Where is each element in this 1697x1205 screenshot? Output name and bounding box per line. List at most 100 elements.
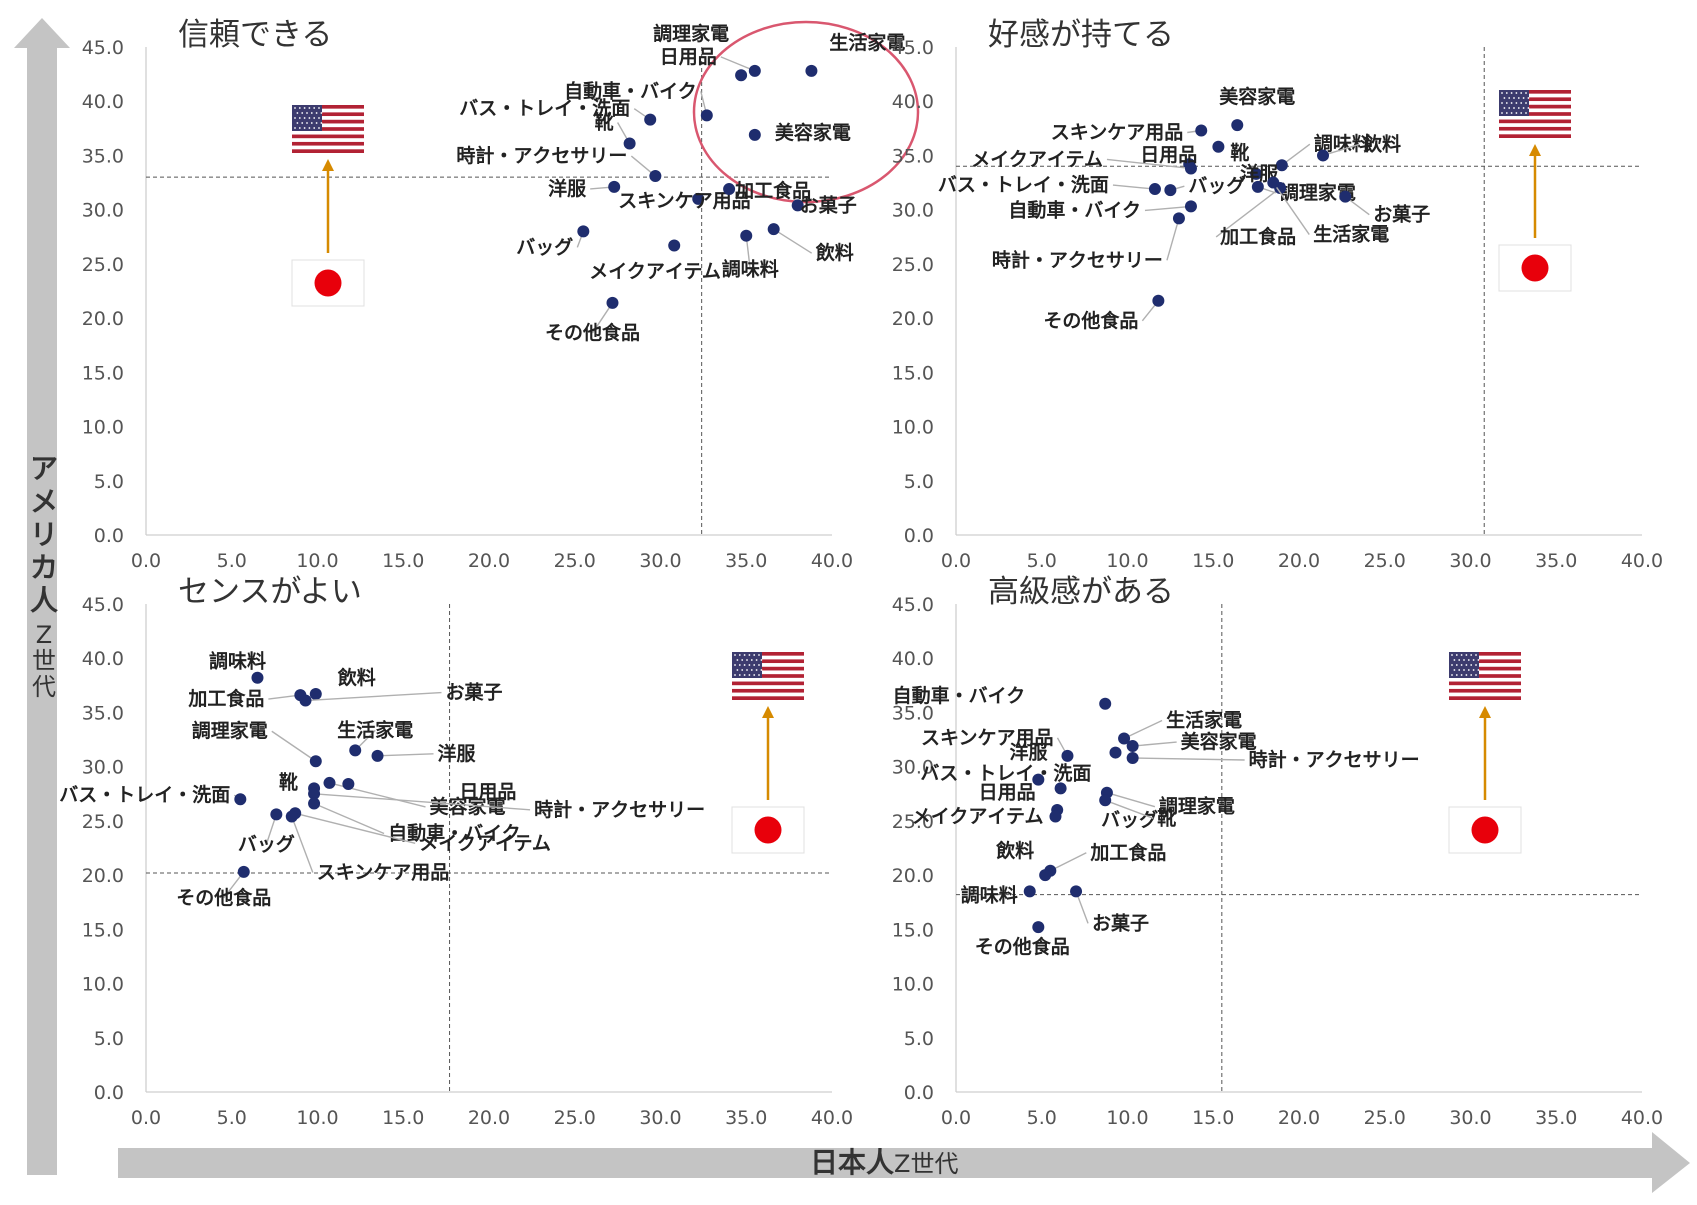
data-point xyxy=(1032,921,1045,934)
data-point xyxy=(1099,697,1112,710)
data-point xyxy=(1152,294,1165,307)
leader-line xyxy=(591,302,614,334)
point-label: お菓子 xyxy=(800,193,857,216)
y-tick-label: 10.0 xyxy=(82,417,124,439)
y-tick-label: 20.0 xyxy=(82,865,124,887)
arrow-up-icon xyxy=(1529,144,1541,238)
y-tick-label: 0.0 xyxy=(94,1082,124,1104)
data-point xyxy=(1231,119,1244,132)
x-tick-label: 40.0 xyxy=(811,550,853,572)
point-label: お菓子 xyxy=(1373,203,1430,226)
x-tick-label: 40.0 xyxy=(1621,550,1663,572)
data-point xyxy=(1317,149,1330,162)
leader-line xyxy=(314,793,531,811)
arrow-up-icon xyxy=(322,159,334,253)
leader-line xyxy=(313,802,385,835)
point-label: 靴 xyxy=(1157,806,1176,829)
point-label: 時計・アクセサリー xyxy=(1249,748,1420,771)
point-label: 美容家電 xyxy=(1181,730,1257,753)
point-label: 靴 xyxy=(279,770,298,793)
y-tick-label: 0.0 xyxy=(904,1082,934,1104)
y-tick-label: 15.0 xyxy=(892,919,934,941)
y-tick-label: 30.0 xyxy=(892,200,934,222)
x-tick-label: 15.0 xyxy=(1192,1107,1234,1129)
x-tick-label: 35.0 xyxy=(1535,550,1577,572)
x-tick-label: 5.0 xyxy=(217,1107,247,1129)
x-tick-label: 0.0 xyxy=(941,550,971,572)
y-tick-label: 25.0 xyxy=(892,811,934,833)
point-label: 日用品 xyxy=(1140,144,1197,166)
point-label: バス・トレイ・洗面 xyxy=(938,173,1109,196)
x-tick-label: 0.0 xyxy=(131,550,161,572)
data-point xyxy=(1126,751,1139,764)
y-tick-label: 20.0 xyxy=(82,308,124,330)
y-axis-title-char: Z xyxy=(36,621,52,649)
y-tick-label: 20.0 xyxy=(892,865,934,887)
leader-line xyxy=(1272,182,1310,235)
panel-title: 好感が持てる xyxy=(988,17,1174,53)
y-tick-label: 35.0 xyxy=(892,702,934,724)
point-label: 美容家電 xyxy=(1219,85,1295,108)
leader-line xyxy=(720,56,756,72)
y-axis-title-char: リ xyxy=(30,518,58,551)
data-point xyxy=(1054,782,1067,795)
y-tick-label: 0.0 xyxy=(94,525,124,547)
x-tick-label: 10.0 xyxy=(1106,1107,1148,1129)
y-tick-label: 30.0 xyxy=(82,200,124,222)
point-label: 生活家電 xyxy=(829,31,905,54)
y-tick-label: 35.0 xyxy=(82,702,124,724)
y-tick-label: 45.0 xyxy=(82,594,124,616)
data-point xyxy=(577,225,590,238)
point-label: 飲料 xyxy=(337,666,376,689)
point-label: バッグ xyxy=(1101,808,1158,831)
y-tick-label: 25.0 xyxy=(892,254,934,276)
leader-line xyxy=(377,753,434,757)
x-tick-label: 0.0 xyxy=(941,1107,971,1129)
data-point xyxy=(740,229,753,242)
leader-line xyxy=(295,812,416,844)
y-tick-label: 20.0 xyxy=(892,308,934,330)
us-flag-icon xyxy=(1499,90,1571,138)
point-label: 日用品 xyxy=(979,781,1036,803)
y-tick-label: 45.0 xyxy=(82,37,124,59)
x-tick-label: 35.0 xyxy=(1535,1107,1577,1129)
data-point xyxy=(668,239,681,252)
y-tick-label: 0.0 xyxy=(904,525,934,547)
point-label: 靴 xyxy=(595,111,614,134)
data-point xyxy=(1250,167,1263,180)
point-label: 調味料 xyxy=(1314,132,1371,155)
leader-line xyxy=(1322,143,1360,157)
point-label: 飲料 xyxy=(995,839,1034,862)
point-label: 自動車・バイク xyxy=(893,684,1026,707)
x-tick-label: 30.0 xyxy=(1449,550,1491,572)
point-label: その他食品 xyxy=(176,886,271,909)
y-tick-label: 40.0 xyxy=(82,91,124,113)
y-tick-label: 30.0 xyxy=(892,757,934,779)
point-label: 自動車・バイク xyxy=(388,822,521,845)
data-point xyxy=(649,170,662,183)
data-point xyxy=(791,199,804,212)
leader-line xyxy=(1144,205,1192,212)
leader-line xyxy=(1215,187,1281,238)
x-tick-label: 25.0 xyxy=(554,550,596,572)
leader-line xyxy=(291,816,314,873)
y-axis-arrow xyxy=(14,18,70,1175)
point-label: お菓子 xyxy=(445,681,502,704)
x-tick-label: 15.0 xyxy=(1192,550,1234,572)
data-point xyxy=(308,797,321,810)
japan-flag-icon xyxy=(1448,806,1522,854)
y-tick-label: 15.0 xyxy=(892,362,934,384)
point-label: 調理家電 xyxy=(1280,181,1356,204)
x-tick-label: 10.0 xyxy=(296,550,338,572)
data-point xyxy=(1184,200,1197,213)
panel-4: 0.0 5.0 10.0 15.0 20.0 25.0 30.0 35.0 40.0 0.0 5.0… xyxy=(892,574,1663,1129)
data-point xyxy=(309,755,322,768)
panel-1: 0.0 5.0 10.0 15.0 20.0 25.0 30.0 35.0 40.0 0.0 5.0… xyxy=(82,17,920,572)
y-tick-label: 40.0 xyxy=(892,648,934,670)
data-point xyxy=(309,688,322,701)
data-point xyxy=(1148,183,1161,196)
y-tick-label: 10.0 xyxy=(892,974,934,996)
point-label: 調味料 xyxy=(209,650,266,673)
y-tick-label: 25.0 xyxy=(82,811,124,833)
